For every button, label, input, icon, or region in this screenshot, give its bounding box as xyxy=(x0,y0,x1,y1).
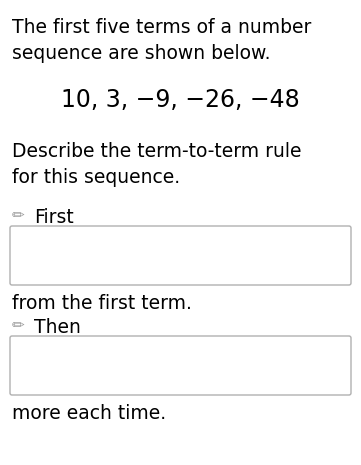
FancyBboxPatch shape xyxy=(10,336,351,395)
Text: ✏: ✏ xyxy=(12,318,25,333)
Text: Then: Then xyxy=(34,318,81,337)
Text: more each time.: more each time. xyxy=(12,404,166,423)
Text: for this sequence.: for this sequence. xyxy=(12,168,180,187)
FancyBboxPatch shape xyxy=(10,226,351,285)
Text: 10, 3, −9, −26, −48: 10, 3, −9, −26, −48 xyxy=(61,88,300,112)
Text: sequence are shown below.: sequence are shown below. xyxy=(12,44,270,63)
Text: First: First xyxy=(34,208,74,227)
Text: from the first term.: from the first term. xyxy=(12,294,192,313)
Text: ✏: ✏ xyxy=(12,208,25,223)
Text: Describe the term-to-term rule: Describe the term-to-term rule xyxy=(12,142,301,161)
Text: The first five terms of a number: The first five terms of a number xyxy=(12,18,312,37)
